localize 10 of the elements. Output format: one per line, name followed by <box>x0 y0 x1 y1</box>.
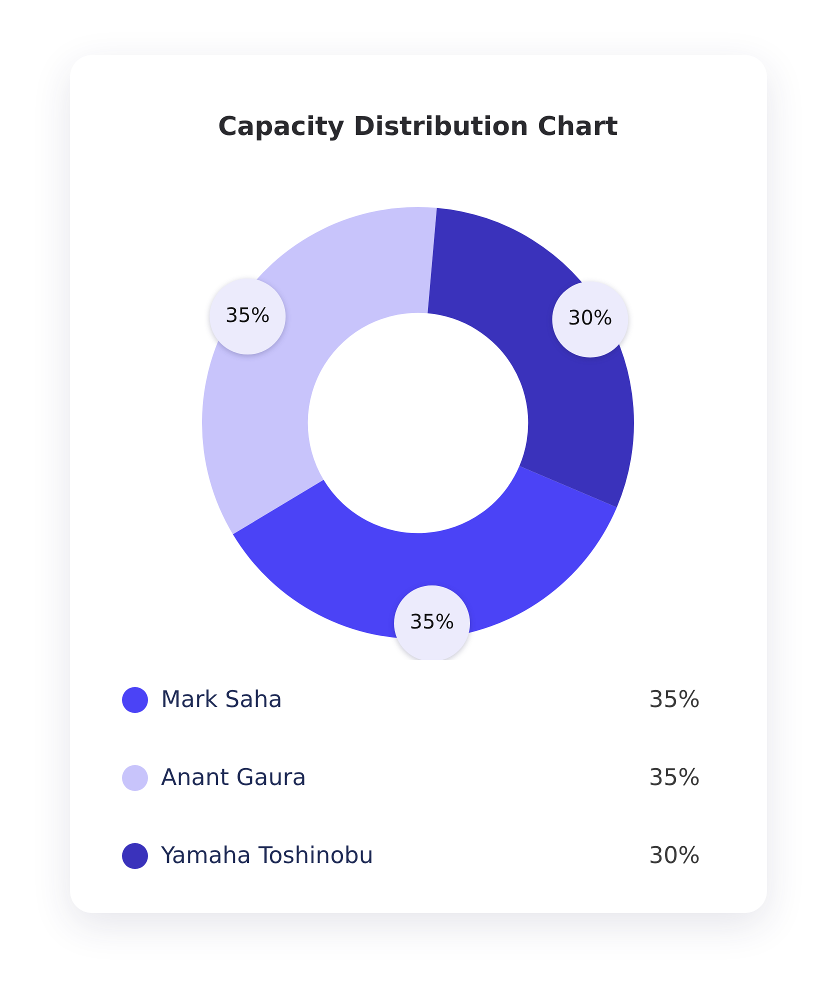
text: 35% <box>648 686 700 712</box>
chart-title: Capacity Distribution Chart <box>217 112 619 142</box>
text: 30% <box>648 842 700 868</box>
data-label: 35% <box>225 302 270 327</box>
data-label: 30% <box>568 306 612 330</box>
legend-label: Yamaha Toshinobu <box>161 842 374 868</box>
data-label: 35% <box>410 610 454 634</box>
legend-label: Mark Saha <box>161 686 284 712</box>
legend-label: Anant Gaura <box>161 764 308 790</box>
text: 35% <box>648 764 700 790</box>
